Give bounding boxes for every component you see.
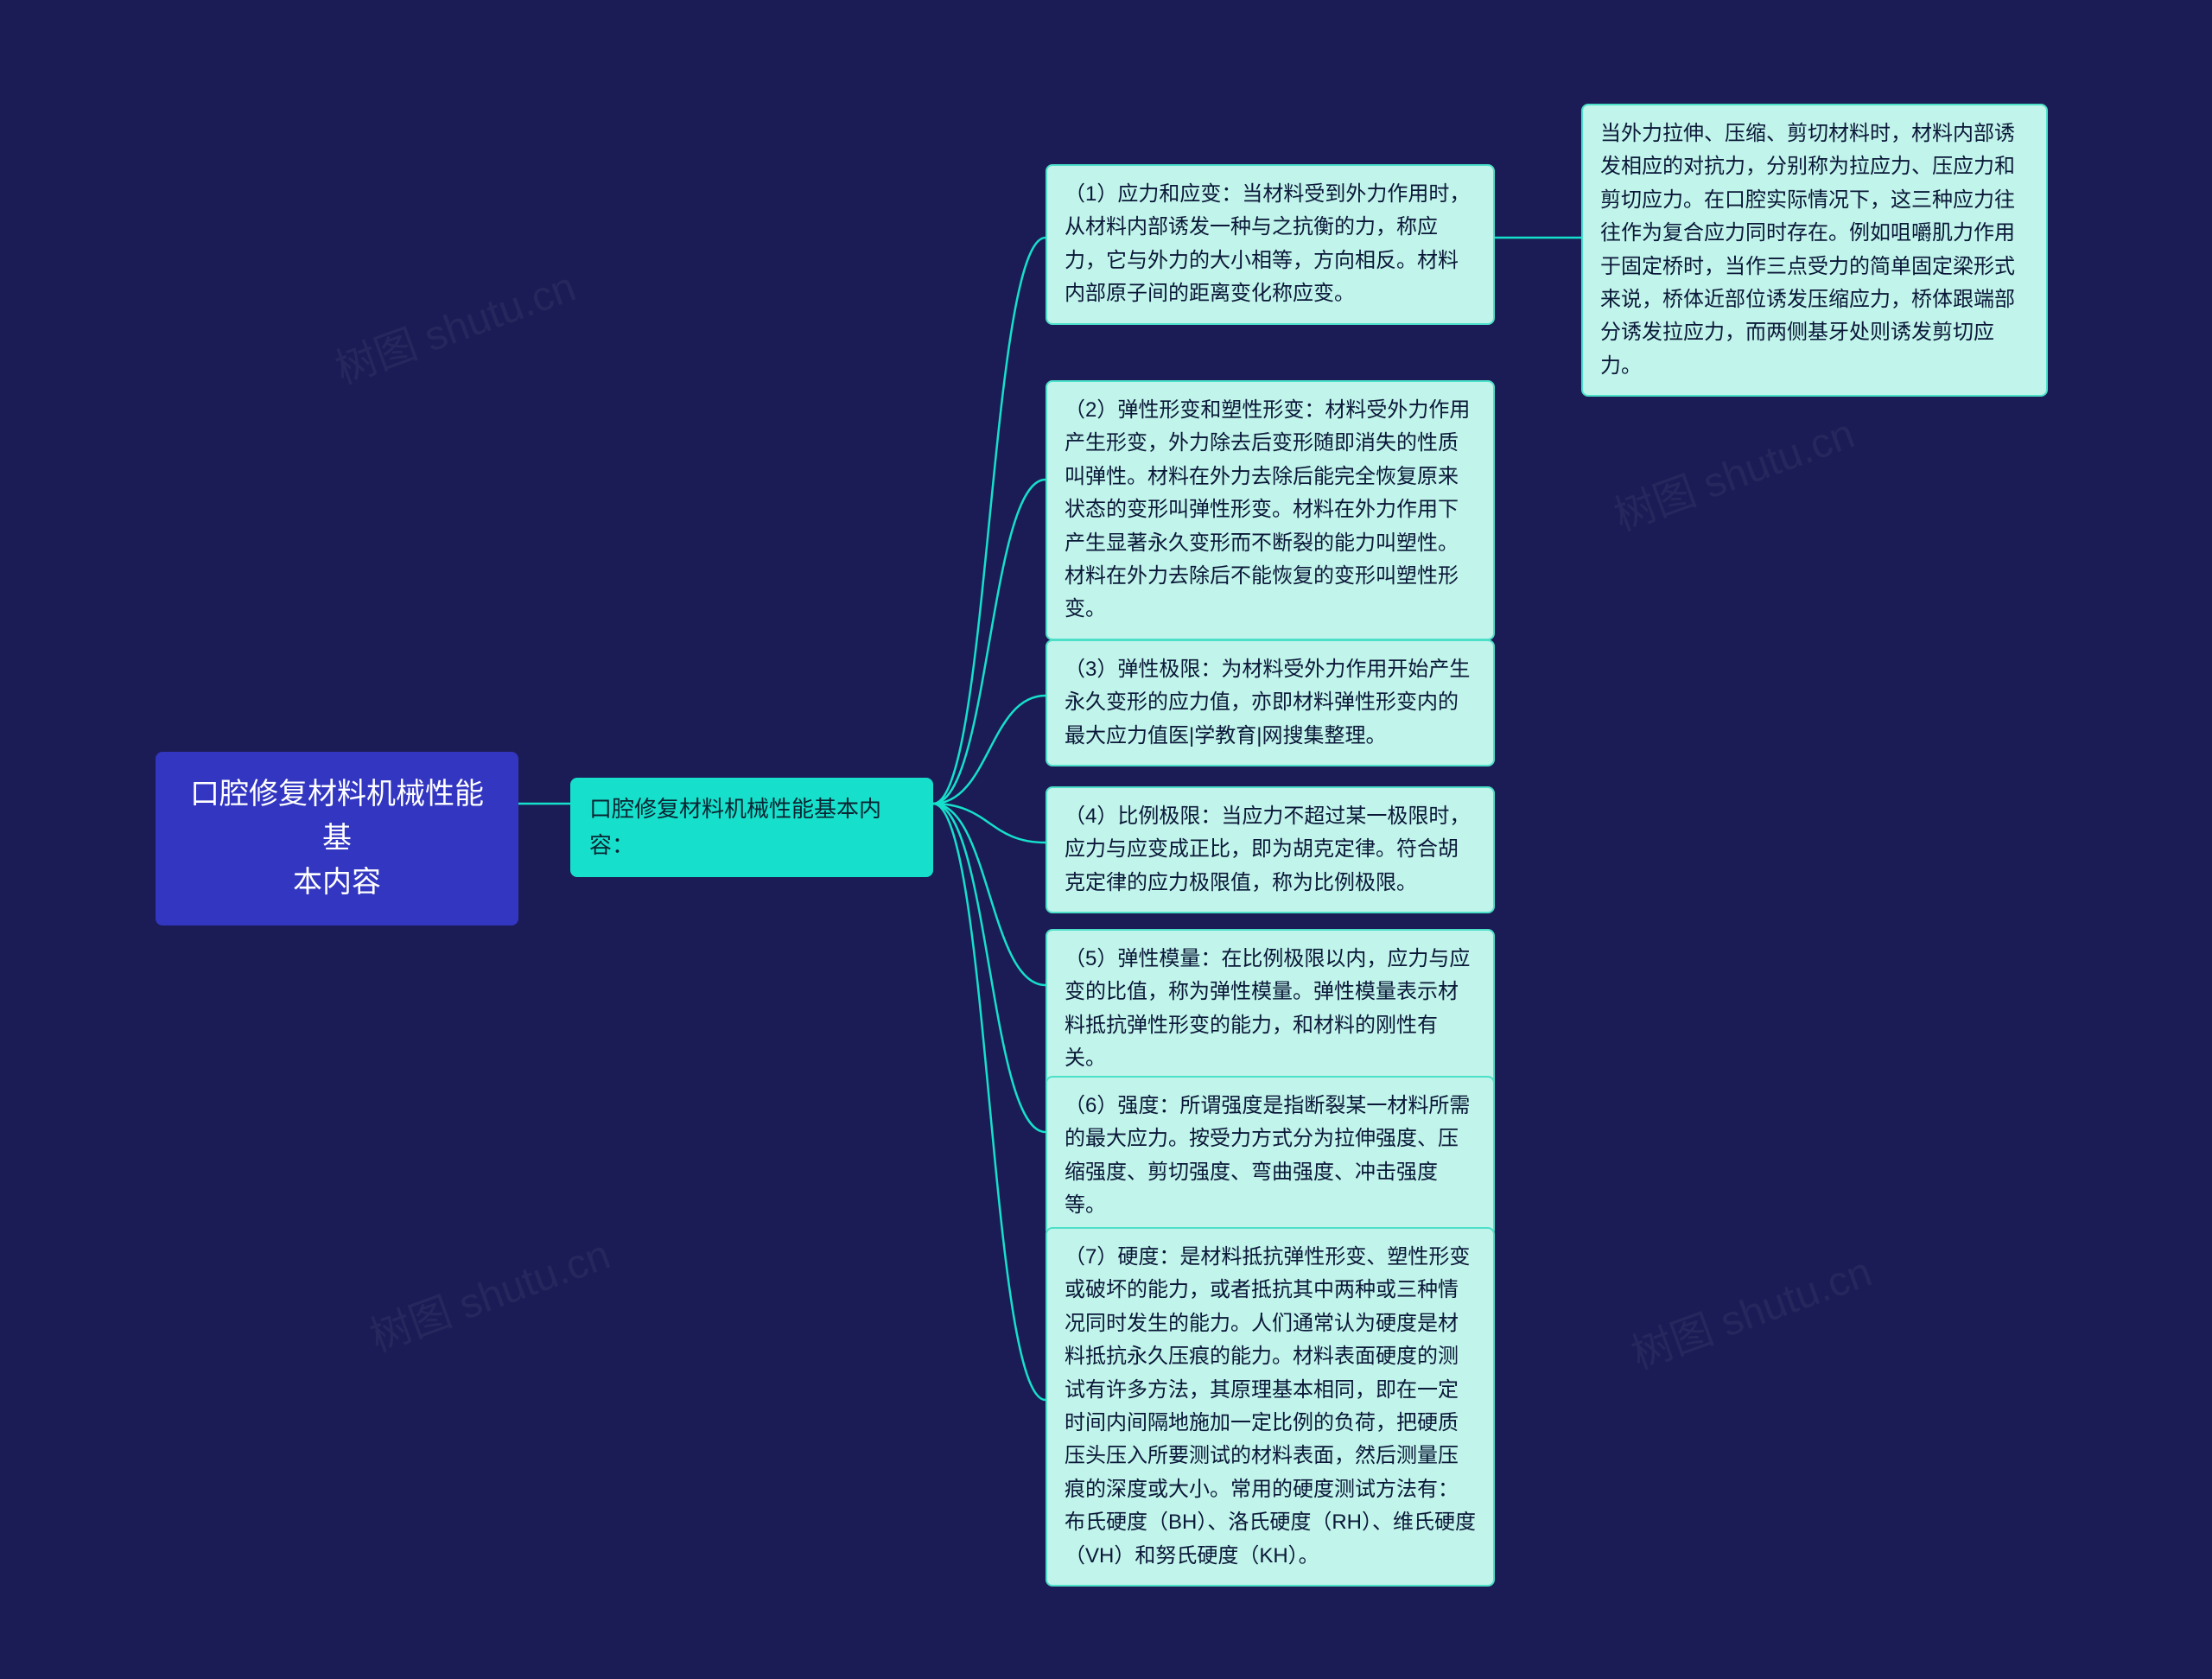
root-text-line1: 口腔修复材料机械性能基 <box>190 778 484 855</box>
node-text: （4）比例极限：当应力不超过某一极限时，应力与应变成正比，即为胡克定律。符合胡克… <box>1065 805 1470 894</box>
mindmap-node-proportional-limit: （4）比例极限：当应力不超过某一极限时，应力与应变成正比，即为胡克定律。符合胡克… <box>1046 786 1495 913</box>
node-text: （2）弹性形变和塑性形变：材料受外力作用产生形变，外力除去后变形随即消失的性质叫… <box>1065 398 1470 620</box>
watermark: 树图 shutu.cn <box>360 1220 617 1363</box>
node-text: 当外力拉伸、压缩、剪切材料时，材料内部诱发相应的对抗力，分别称为拉应力、压应力和… <box>1600 122 2015 378</box>
mindmap-node-elastic-limit: （3）弹性极限：为材料受外力作用开始产生永久变形的应力值，亦即材料弹性形变内的最… <box>1046 639 1495 766</box>
mindmap-node-stress-detail: 当外力拉伸、压缩、剪切材料时，材料内部诱发相应的对抗力，分别称为拉应力、压应力和… <box>1581 104 2048 397</box>
mindmap-root: 口腔修复材料机械性能基 本内容 <box>156 752 518 925</box>
mindmap-node-hardness: （7）硬度：是材料抵抗弹性形变、塑性形变或破坏的能力，或者抵抗其中两种或三种情况… <box>1046 1227 1495 1587</box>
node-text: （1）应力和应变：当材料受到外力作用时，从材料内部诱发一种与之抗衡的力，称应力，… <box>1065 182 1470 305</box>
node-text: （3）弹性极限：为材料受外力作用开始产生永久变形的应力值，亦即材料弹性形变内的最… <box>1065 658 1470 747</box>
node-text: （5）弹性模量：在比例极限以内，应力与应变的比值，称为弹性模量。弹性模量表示材料… <box>1065 947 1470 1070</box>
watermark: 树图 shutu.cn <box>326 252 582 395</box>
watermark: 树图 shutu.cn <box>1605 399 1861 542</box>
mindmap-node-stress-strain: （1）应力和应变：当材料受到外力作用时，从材料内部诱发一种与之抗衡的力，称应力，… <box>1046 164 1495 325</box>
node-text: （7）硬度：是材料抵抗弹性形变、塑性形变或破坏的能力，或者抵抗其中两种或三种情况… <box>1065 1245 1476 1568</box>
root-text-line2: 本内容 <box>293 866 381 899</box>
node-text: 口腔修复材料机械性能基本内容： <box>589 796 881 858</box>
mindmap-node-elastic-plastic: （2）弹性形变和塑性形变：材料受外力作用产生形变，外力除去后变形随即消失的性质叫… <box>1046 380 1495 640</box>
mindmap-node-strength: （6）强度：所谓强度是指断裂某一材料所需的最大应力。按受力方式分为拉伸强度、压缩… <box>1046 1076 1495 1237</box>
node-text: （6）强度：所谓强度是指断裂某一材料所需的最大应力。按受力方式分为拉伸强度、压缩… <box>1065 1094 1470 1217</box>
watermark: 树图 shutu.cn <box>1622 1237 1878 1380</box>
mindmap-node-overview: 口腔修复材料机械性能基本内容： <box>570 778 933 877</box>
mindmap-node-elastic-modulus: （5）弹性模量：在比例极限以内，应力与应变的比值，称为弹性模量。弹性模量表示材料… <box>1046 929 1495 1090</box>
